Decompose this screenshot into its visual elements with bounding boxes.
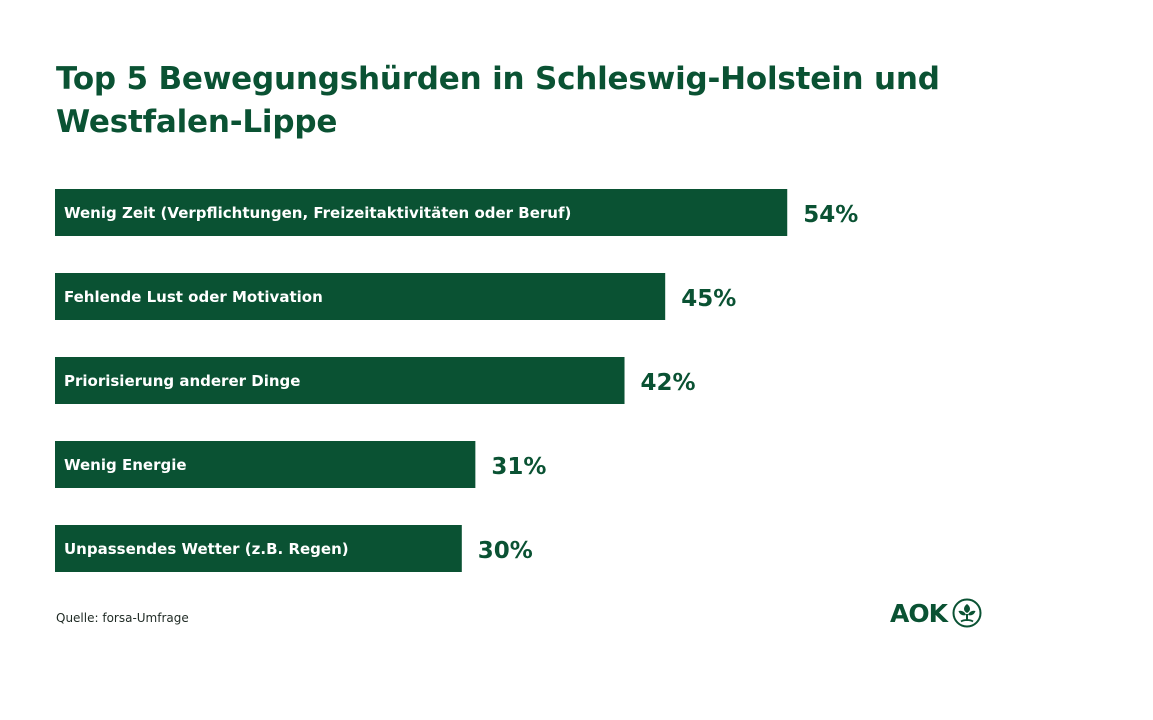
bar-4	[55, 441, 476, 488]
bar-label-5: Unpassendes Wetter (z.B. Regen)	[64, 540, 349, 558]
value-label-1: 54%	[803, 202, 858, 228]
bar-label-4: Wenig Energie	[64, 456, 187, 474]
bar-label-3: Priorisierung anderer Dinge	[64, 372, 300, 390]
value-label-3: 42%	[641, 370, 696, 396]
value-label-4: 31%	[491, 454, 546, 480]
chart-title: Top 5 Bewegungshürden in Schleswig-Holst…	[56, 61, 940, 140]
bar-1	[55, 189, 788, 236]
source-note: Quelle: forsa-Umfrage	[56, 611, 189, 625]
bar-2	[55, 273, 666, 320]
aok-tree-icon	[952, 598, 982, 628]
bar-label-2: Fehlende Lust oder Motivation	[64, 288, 323, 306]
bar-label-1: Wenig Zeit (Verpflichtungen, Freizeitakt…	[64, 204, 571, 222]
bar-5	[55, 525, 462, 572]
bar-3	[55, 357, 625, 404]
value-label-2: 45%	[681, 286, 736, 312]
logo-text: AOK	[890, 598, 948, 628]
bar-chart: Wenig Zeit (Verpflichtungen, Freizeitakt…	[55, 189, 858, 572]
aok-logo: AOK	[890, 596, 982, 630]
value-label-5: 30%	[478, 538, 533, 564]
